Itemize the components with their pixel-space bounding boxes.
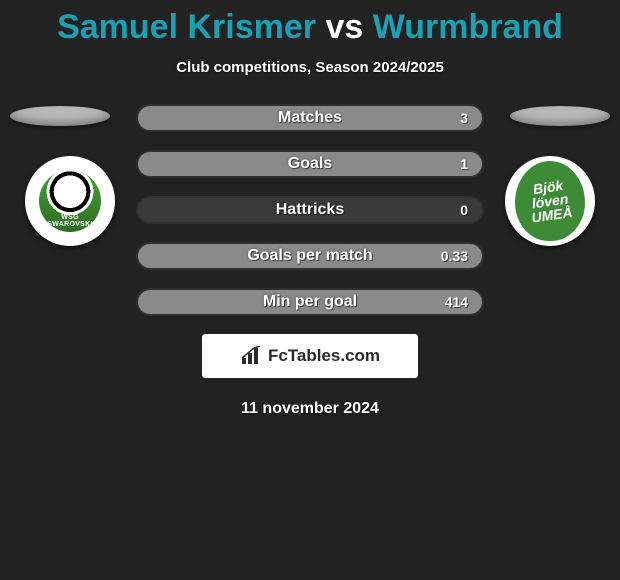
title-player-right: Wurmbrand <box>373 8 563 46</box>
team-badge-left: WSG SWAROVSKI <box>25 156 115 246</box>
stat-label: Goals per match <box>247 247 372 265</box>
watermark-text: FcTables.com <box>268 346 380 366</box>
stat-row-hattricks: Hattricks 0 <box>136 196 484 224</box>
player-left-ellipse <box>10 106 110 126</box>
subtitle: Club competitions, Season 2024/2025 <box>0 59 620 76</box>
stat-row-matches: Matches 3 <box>136 104 484 132</box>
player-right-ellipse <box>510 106 610 126</box>
team-badge-left-text: WSG SWAROVSKI <box>39 214 101 228</box>
stats-list: Matches 3 Goals 1 Hattricks 0 Goals per … <box>136 104 484 316</box>
comparison-panel: WSG SWAROVSKI Bjök löven UMEÅ Matches 3 … <box>0 104 620 418</box>
stat-value: 1 <box>460 156 468 172</box>
stat-row-min-per-goal: Min per goal 414 <box>136 288 484 316</box>
stat-label: Matches <box>278 109 342 127</box>
stat-label: Min per goal <box>263 293 357 311</box>
stat-label: Goals <box>288 155 332 173</box>
page-title: Samuel Krismer vs Wurmbrand <box>0 0 620 47</box>
bar-chart-icon <box>240 346 264 366</box>
date: 11 november 2024 <box>0 400 620 418</box>
team-badge-right: Bjök löven UMEÅ <box>505 156 595 246</box>
title-vs: vs <box>325 8 363 46</box>
stat-value: 0.33 <box>441 248 468 264</box>
title-player-left: Samuel Krismer <box>57 8 316 46</box>
team-badge-left-icon: WSG SWAROVSKI <box>39 170 101 232</box>
stat-value: 3 <box>460 110 468 126</box>
stat-row-goals: Goals 1 <box>136 150 484 178</box>
team-badge-right-text: Bjök löven UMEÅ <box>512 175 587 226</box>
team-badge-right-icon: Bjök löven UMEÅ <box>515 161 585 241</box>
stat-label: Hattricks <box>276 201 344 219</box>
stat-row-goals-per-match: Goals per match 0.33 <box>136 242 484 270</box>
watermark: FcTables.com <box>202 334 418 378</box>
stat-value: 414 <box>445 294 468 310</box>
stat-value: 0 <box>460 202 468 218</box>
